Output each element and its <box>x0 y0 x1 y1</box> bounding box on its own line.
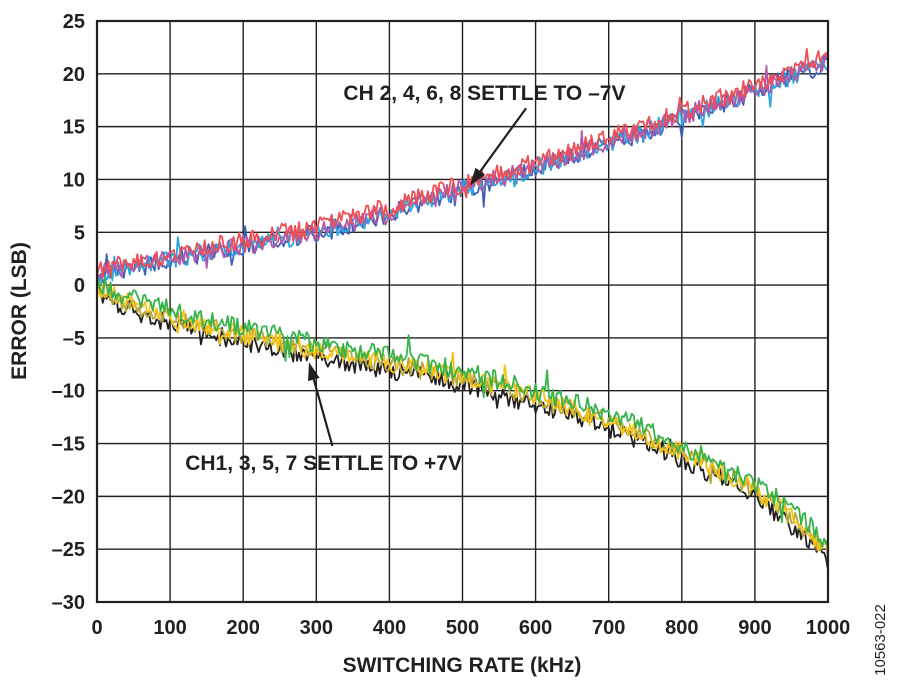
y-tick-label: –20 <box>52 486 85 508</box>
y-axis-title: ERROR (LSB) <box>8 242 31 380</box>
y-tick-label: 5 <box>74 222 85 244</box>
plot-frame <box>95 19 830 604</box>
y-tick-label: 15 <box>63 117 85 139</box>
y-tick-label: 25 <box>63 11 85 33</box>
x-tick-label: 200 <box>227 617 260 639</box>
x-axis-title: SWITCHING RATE (kHz) <box>343 654 582 677</box>
annotation-negative-7v: CH 2, 4, 6, 8 SETTLE TO –7V <box>343 82 625 105</box>
x-tick-label: 0 <box>91 617 102 639</box>
annotations: CH 2, 4, 6, 8 SETTLE TO –7V CH1, 3, 5, 7… <box>185 82 625 475</box>
annotation-arrow-head <box>308 362 320 382</box>
annotation-arrow-shaft <box>312 379 334 447</box>
figure-id: 10563-022 <box>872 604 889 676</box>
x-tick-labels: 0 100 200 300 400 500 600 700 800 900 1000 <box>91 617 850 639</box>
y-tick-label: 10 <box>63 169 85 191</box>
x-tick-label: 800 <box>665 617 698 639</box>
x-tick-label: 600 <box>519 617 552 639</box>
y-tick-label: –10 <box>52 381 85 403</box>
y-tick-label: 0 <box>74 275 85 297</box>
x-tick-label: 100 <box>153 617 186 639</box>
x-tick-label: 700 <box>592 617 625 639</box>
y-tick-label: –30 <box>52 592 85 614</box>
x-tick-label: 300 <box>300 617 333 639</box>
annotation-arrow-shaft <box>479 107 527 172</box>
x-tick-label: 400 <box>373 617 406 639</box>
x-tick-label: 500 <box>446 617 479 639</box>
y-tick-label: –15 <box>52 434 85 456</box>
series-line-8 <box>96 277 829 548</box>
y-tick-label: –25 <box>52 539 85 561</box>
y-tick-labels: 25 20 15 10 5 0 –5 –10 –15 –20 –25 –30 <box>52 11 85 614</box>
annotation-positive-7v: CH1, 3, 5, 7 SETTLE TO +7V <box>185 452 462 475</box>
series-layer <box>96 47 829 571</box>
series-line-4 <box>96 47 829 279</box>
y-tick-label: 20 <box>63 64 85 86</box>
y-tick-label: –5 <box>63 328 85 350</box>
annotation-arrow-head <box>469 167 486 186</box>
grid <box>96 20 829 603</box>
series-line-7 <box>96 282 829 555</box>
x-tick-label: 900 <box>738 617 771 639</box>
x-tick-label: 1000 <box>806 617 851 639</box>
